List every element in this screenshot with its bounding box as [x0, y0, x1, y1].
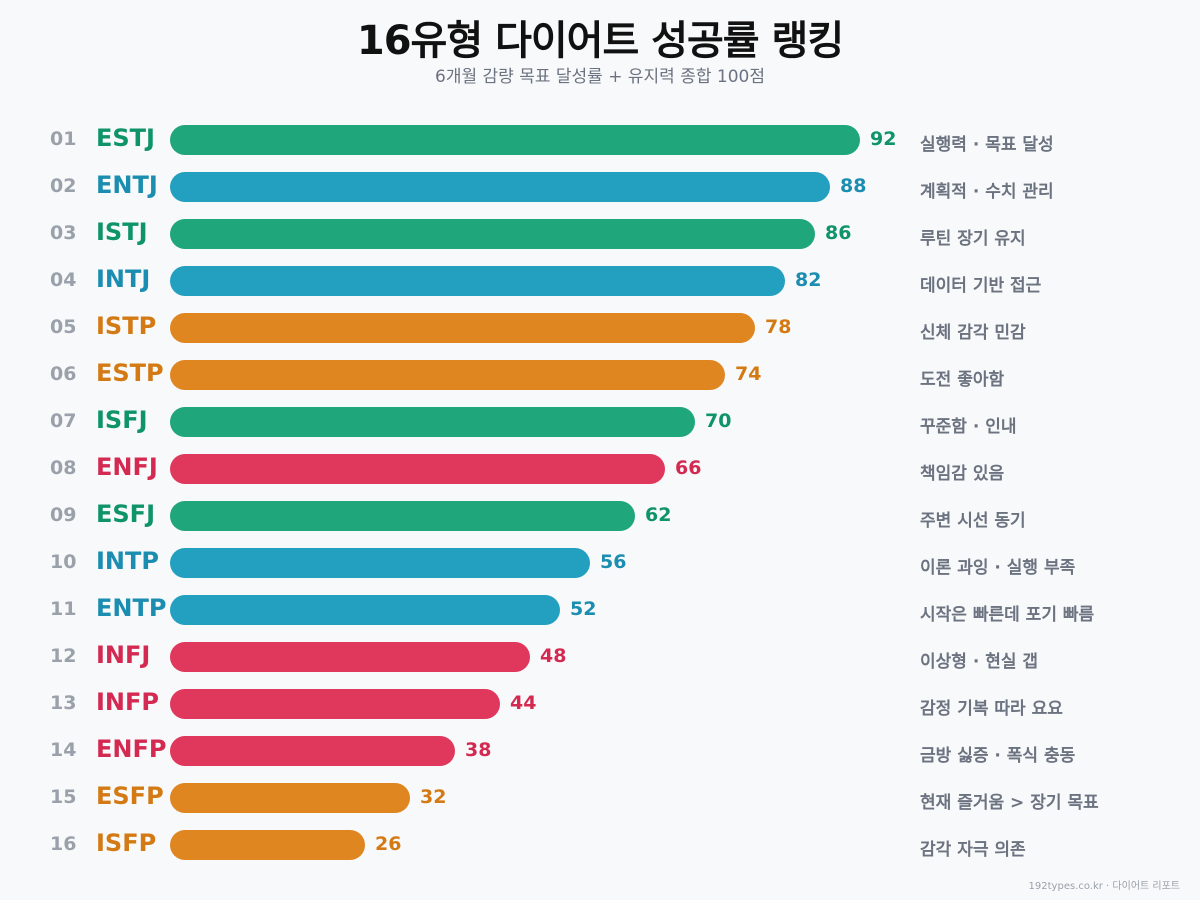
chart-row: 02 ENTJ 88 계획적 · 수치 관리: [0, 167, 1200, 207]
description-label: 이상형 · 현실 갭: [920, 652, 1039, 672]
value-label: 38: [465, 739, 492, 761]
chart-row: 04 INTJ 82 데이터 기반 접근: [0, 261, 1200, 301]
bar: [170, 830, 365, 860]
type-label: INTJ: [96, 265, 151, 293]
rank-label: 06: [50, 363, 77, 385]
bar: [170, 407, 695, 437]
description-label: 시작은 빠른데 포기 빠름: [920, 605, 1095, 625]
chart-row: 16 ISFP 26 감각 자극 의존: [0, 825, 1200, 865]
description-label: 주변 시선 동기: [920, 511, 1026, 531]
rank-label: 11: [50, 598, 77, 620]
rank-label: 14: [50, 739, 77, 761]
bar: [170, 172, 830, 202]
chart-row: 13 INFP 44 감정 기복 따라 요요: [0, 684, 1200, 724]
chart-subtitle: 6개월 감량 목표 달성률 + 유지력 종합 100점: [435, 67, 765, 87]
rank-label: 04: [50, 269, 77, 291]
value-label: 44: [510, 692, 537, 714]
value-label: 26: [375, 833, 402, 855]
rank-label: 07: [50, 410, 77, 432]
bar: [170, 454, 665, 484]
chart-row: 11 ENTP 52 시작은 빠른데 포기 빠름: [0, 590, 1200, 630]
chart-row: 07 ISFJ 70 꾸준함 · 인내: [0, 402, 1200, 442]
description-label: 감각 자극 의존: [920, 840, 1026, 860]
rank-label: 12: [50, 645, 77, 667]
type-label: ENFJ: [96, 453, 158, 481]
description-label: 도전 좋아함: [920, 370, 1005, 390]
value-label: 74: [735, 363, 762, 385]
chart-row: 03 ISTJ 86 루틴 장기 유지: [0, 214, 1200, 254]
description-label: 데이터 기반 접근: [920, 276, 1042, 296]
bar: [170, 219, 815, 249]
rank-label: 01: [50, 128, 77, 150]
chart-row: 15 ESFP 32 현재 즐거움 > 장기 목표: [0, 778, 1200, 818]
bar: [170, 266, 785, 296]
rank-label: 08: [50, 457, 77, 479]
type-label: ISFP: [96, 829, 157, 857]
rank-label: 05: [50, 316, 77, 338]
chart-row: 05 ISTP 78 신체 감각 민감: [0, 308, 1200, 348]
bar: [170, 501, 635, 531]
value-label: 62: [645, 504, 672, 526]
value-label: 88: [840, 175, 867, 197]
type-label: ESFJ: [96, 500, 156, 528]
type-label: ESTJ: [96, 124, 155, 152]
rank-label: 16: [50, 833, 77, 855]
description-label: 신체 감각 민감: [920, 323, 1026, 343]
description-label: 현재 즐거움 > 장기 목표: [920, 793, 1099, 813]
description-label: 금방 싫증 · 폭식 충동: [920, 746, 1076, 766]
description-label: 루틴 장기 유지: [920, 229, 1026, 249]
value-label: 86: [825, 222, 852, 244]
rank-label: 13: [50, 692, 77, 714]
bar: [170, 783, 410, 813]
type-label: INTP: [96, 547, 159, 575]
rank-label: 03: [50, 222, 77, 244]
description-label: 감정 기복 따라 요요: [920, 699, 1063, 719]
rank-label: 15: [50, 786, 77, 808]
chart-row: 01 ESTJ 92 실행력 · 목표 달성: [0, 120, 1200, 160]
bar: [170, 125, 860, 155]
description-label: 계획적 · 수치 관리: [920, 182, 1054, 202]
type-label: ESFP: [96, 782, 164, 810]
value-label: 56: [600, 551, 627, 573]
type-label: ISFJ: [96, 406, 148, 434]
value-label: 66: [675, 457, 702, 479]
value-label: 32: [420, 786, 447, 808]
chart-row: 09 ESFJ 62 주변 시선 동기: [0, 496, 1200, 536]
description-label: 책임감 있음: [920, 464, 1005, 484]
type-label: ISTP: [96, 312, 157, 340]
chart-title: 16유형 다이어트 성공률 랭킹: [356, 18, 844, 64]
rank-label: 10: [50, 551, 77, 573]
chart-row: 14 ENFP 38 금방 싫증 · 폭식 충동: [0, 731, 1200, 771]
rank-label: 09: [50, 504, 77, 526]
rank-label: 02: [50, 175, 77, 197]
chart-row: 10 INTP 56 이론 과잉 · 실행 부족: [0, 543, 1200, 583]
value-label: 82: [795, 269, 822, 291]
value-label: 78: [765, 316, 792, 338]
type-label: INFJ: [96, 641, 151, 669]
footer-credit: 192types.co.kr · 다이어트 리포트: [1028, 881, 1180, 892]
value-label: 92: [870, 128, 897, 150]
type-label: ESTP: [96, 359, 164, 387]
chart-row: 12 INFJ 48 이상형 · 현실 갭: [0, 637, 1200, 677]
type-label: ISTJ: [96, 218, 148, 246]
bar: [170, 595, 560, 625]
bar: [170, 642, 530, 672]
type-label: ENTJ: [96, 171, 158, 199]
chart-row: 08 ENFJ 66 책임감 있음: [0, 449, 1200, 489]
description-label: 실행력 · 목표 달성: [920, 135, 1054, 155]
type-label: ENTP: [96, 594, 167, 622]
chart-row: 06 ESTP 74 도전 좋아함: [0, 355, 1200, 395]
bar: [170, 313, 755, 343]
type-label: ENFP: [96, 735, 167, 763]
bar: [170, 689, 500, 719]
value-label: 70: [705, 410, 732, 432]
value-label: 52: [570, 598, 597, 620]
description-label: 꾸준함 · 인내: [920, 417, 1017, 437]
description-label: 이론 과잉 · 실행 부족: [920, 558, 1076, 578]
bar: [170, 360, 725, 390]
bar: [170, 736, 455, 766]
bar: [170, 548, 590, 578]
type-label: INFP: [96, 688, 159, 716]
value-label: 48: [540, 645, 567, 667]
